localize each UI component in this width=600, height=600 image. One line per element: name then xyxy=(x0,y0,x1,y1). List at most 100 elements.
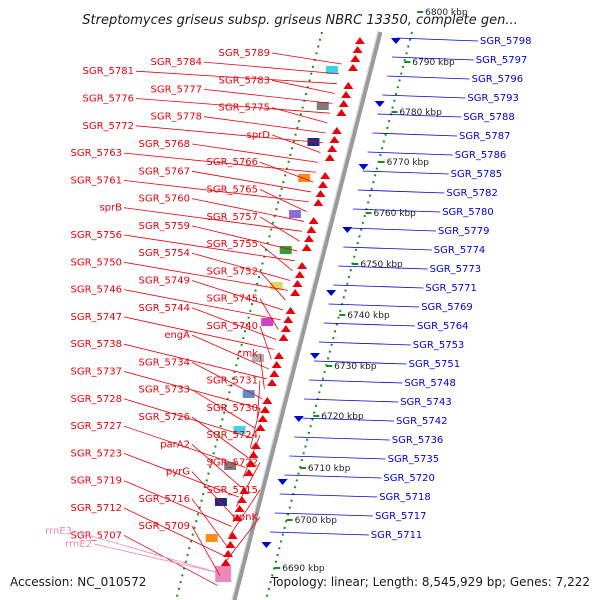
right-gene-label[interactable]: SGR_5711 xyxy=(371,530,423,541)
left-gene-label[interactable]: SGR_5784 xyxy=(151,57,203,68)
left-gene-label[interactable]: SGR_5728 xyxy=(71,394,123,405)
left-gene-label[interactable]: SGR_5752 xyxy=(207,266,259,277)
right-gene-label[interactable]: SGR_5796 xyxy=(472,74,523,85)
right-label-leader-line xyxy=(318,341,411,346)
right-gene-label[interactable]: SGR_5720 xyxy=(383,473,435,484)
left-gene-label[interactable]: SGR_5759 xyxy=(139,221,191,232)
left-gene-label[interactable]: SGR_5757 xyxy=(207,212,259,223)
left-label-leader-line xyxy=(228,489,261,537)
right-label-leader-line xyxy=(348,227,437,232)
reverse-strand-gene-arrow xyxy=(269,370,280,377)
left-gene-label[interactable]: SGR_5775 xyxy=(219,103,271,114)
left-gene-label[interactable]: SGR_5724 xyxy=(207,430,259,441)
right-gene-labels[interactable]: SGR_5798 SGR_5797 SGR_5796 SGR_5793 SGR_5788… xyxy=(269,36,532,541)
right-gene-label[interactable]: SGR_5788 xyxy=(463,112,515,123)
reverse-strand-gene-arrow xyxy=(338,100,349,107)
right-gene-label[interactable]: SGR_5764 xyxy=(417,321,469,332)
left-gene-labels[interactable]: SGR_5789 SGR_5784 SGR_5781 SGR_5783 SGR_5777… xyxy=(45,48,342,586)
right-gene-label[interactable]: SGR_5717 xyxy=(375,511,427,522)
left-gene-label[interactable]: ppnK xyxy=(232,512,258,523)
right-gene-label[interactable]: SGR_5798 xyxy=(480,36,532,47)
right-gene-label[interactable]: SGR_5774 xyxy=(434,245,486,256)
left-gene-label[interactable]: engA xyxy=(164,330,190,341)
left-gene-label[interactable]: SGR_5754 xyxy=(139,248,191,259)
right-gene-label[interactable]: SGR_5735 xyxy=(388,454,440,465)
right-gene-label[interactable]: SGR_5736 xyxy=(392,435,444,446)
left-gene-label[interactable]: SGR_5730 xyxy=(207,403,259,414)
left-gene-label[interactable]: SGR_5763 xyxy=(71,148,123,159)
left-gene-label[interactable]: SGR_5719 xyxy=(71,476,123,487)
left-gene-label[interactable]: SGR_5726 xyxy=(139,412,191,423)
rrna-label[interactable]: rrnE2 xyxy=(65,539,92,550)
left-gene-label[interactable]: SGR_5744 xyxy=(139,303,191,314)
reverse-strand-gene-arrow xyxy=(220,559,231,566)
left-gene-label[interactable]: SGR_5723 xyxy=(71,448,123,459)
left-gene-label[interactable]: SGR_5765 xyxy=(207,185,259,196)
left-gene-label[interactable]: SGR_5715 xyxy=(207,485,259,496)
left-gene-label[interactable]: SGR_5727 xyxy=(71,421,123,432)
left-gene-label[interactable]: SGR_5709 xyxy=(139,521,191,532)
left-gene-label[interactable]: sprD xyxy=(247,130,271,141)
right-gene-label[interactable]: SGR_5771 xyxy=(425,283,477,294)
left-gene-label[interactable]: SGR_5761 xyxy=(71,175,123,186)
left-gene-label[interactable]: SGR_5737 xyxy=(71,367,123,378)
left-gene-label[interactable]: pyrG xyxy=(166,467,190,478)
reverse-strand-gene-arrow xyxy=(278,334,289,341)
left-label-leader-line xyxy=(191,143,319,163)
reverse-strand-gene-arrow xyxy=(308,217,319,224)
left-gene-label[interactable]: SGR_5733 xyxy=(139,385,191,396)
forward-strand-gene-arrow xyxy=(390,38,401,44)
left-gene-label[interactable]: SGR_5781 xyxy=(83,66,135,77)
left-gene-label[interactable]: SGR_5772 xyxy=(83,121,135,132)
right-gene-label[interactable]: SGR_5748 xyxy=(404,378,456,389)
left-gene-label[interactable]: SGR_5712 xyxy=(71,503,123,514)
left-gene-label[interactable]: SGR_5707 xyxy=(71,530,123,541)
left-gene-label[interactable]: SGR_5731 xyxy=(207,376,259,387)
left-gene-label[interactable]: SGR_5738 xyxy=(71,339,123,350)
left-gene-label[interactable]: SGR_5750 xyxy=(71,257,123,268)
right-gene-label[interactable]: SGR_5753 xyxy=(413,340,465,351)
right-gene-label[interactable]: SGR_5785 xyxy=(451,169,503,180)
left-gene-label[interactable]: SGR_5766 xyxy=(207,157,259,168)
left-gene-label[interactable]: SGR_5789 xyxy=(219,48,271,59)
left-gene-label[interactable]: SGR_5776 xyxy=(83,94,135,105)
left-gene-label[interactable]: SGR_5740 xyxy=(207,321,259,332)
left-gene-label[interactable]: SGR_5760 xyxy=(139,194,191,205)
right-gene-label[interactable]: SGR_5780 xyxy=(442,207,494,218)
right-gene-label[interactable]: SGR_5797 xyxy=(476,55,528,66)
rrna-label[interactable]: rrnE3 xyxy=(45,526,72,537)
gene-domain-box xyxy=(214,498,227,506)
left-gene-label[interactable]: SGR_5783 xyxy=(219,75,271,86)
right-gene-label[interactable]: SGR_5718 xyxy=(379,492,431,503)
left-gene-label[interactable]: SGR_5722 xyxy=(207,458,259,469)
left-gene-label[interactable]: SGR_5768 xyxy=(139,139,191,150)
right-gene-label[interactable]: SGR_5769 xyxy=(421,302,473,313)
left-gene-label[interactable]: SGR_5746 xyxy=(71,285,123,296)
right-gene-label[interactable]: SGR_5743 xyxy=(400,397,452,408)
left-gene-label[interactable]: SGR_5745 xyxy=(207,294,259,305)
right-gene-label[interactable]: SGR_5786 xyxy=(455,150,507,161)
right-gene-label[interactable]: SGR_5779 xyxy=(438,226,490,237)
gene-features xyxy=(205,37,401,582)
left-gene-label[interactable]: SGR_5756 xyxy=(71,230,123,241)
right-gene-label[interactable]: SGR_5751 xyxy=(409,359,461,370)
left-gene-label[interactable]: sprB xyxy=(99,203,122,214)
left-label-leader-line xyxy=(259,353,265,389)
left-gene-label[interactable]: cmk xyxy=(237,348,258,359)
left-gene-label[interactable]: SGR_5734 xyxy=(139,357,191,368)
left-gene-label[interactable]: parA2 xyxy=(160,439,190,450)
right-gene-label[interactable]: SGR_5782 xyxy=(446,188,498,199)
gene-domain-box xyxy=(261,318,274,326)
left-gene-label[interactable]: SGR_5777 xyxy=(151,84,203,95)
left-gene-label[interactable]: SGR_5755 xyxy=(207,239,259,250)
left-gene-label[interactable]: SGR_5747 xyxy=(71,312,123,323)
backbone-line xyxy=(231,31,383,600)
left-gene-label[interactable]: SGR_5749 xyxy=(139,276,191,287)
right-gene-label[interactable]: SGR_5742 xyxy=(396,416,448,427)
right-gene-label[interactable]: SGR_5773 xyxy=(430,264,482,275)
right-gene-label[interactable]: SGR_5787 xyxy=(459,131,511,142)
left-gene-label[interactable]: SGR_5778 xyxy=(151,112,203,123)
left-gene-label[interactable]: SGR_5716 xyxy=(139,494,191,505)
left-gene-label[interactable]: SGR_5767 xyxy=(139,166,191,177)
right-gene-label[interactable]: SGR_5793 xyxy=(467,93,519,104)
